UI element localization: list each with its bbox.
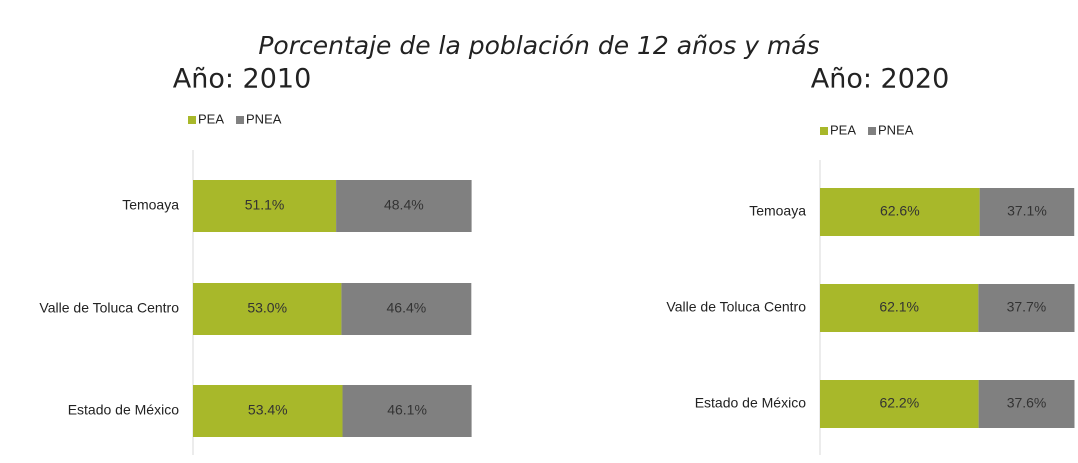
category-label: Estado de México [695, 395, 806, 411]
value-label: 51.1% [245, 197, 285, 213]
value-label: 48.4% [384, 197, 424, 213]
bar-segment [193, 283, 342, 335]
chart-title: Año: 2020 [811, 64, 950, 95]
value-label: 53.0% [247, 300, 287, 316]
bar-segment [342, 385, 472, 437]
legend-label: PNEA [878, 122, 914, 137]
bar-segment [820, 188, 980, 236]
chart-title: Año: 2010 [173, 64, 312, 95]
value-label: 62.6% [880, 203, 920, 219]
bar-segment [979, 188, 1075, 236]
legend-swatch [188, 116, 196, 124]
value-label: 53.4% [248, 402, 288, 418]
bar-segment [193, 180, 337, 232]
bar-segment [978, 284, 1075, 332]
bar-segment [193, 385, 343, 437]
legend-swatch [236, 116, 245, 124]
bar-segment [978, 380, 1075, 428]
value-label: 37.7% [1007, 299, 1047, 315]
bar-segment [341, 283, 472, 335]
bar-segment [336, 180, 472, 232]
value-label: 62.2% [879, 395, 919, 411]
legend-swatch [868, 127, 877, 135]
bar-segment [820, 284, 979, 332]
value-label: 62.1% [879, 299, 919, 315]
value-label: 37.6% [1007, 395, 1047, 411]
category-label: Temoaya [749, 203, 806, 219]
value-label: 46.1% [387, 402, 427, 418]
legend-swatch [820, 127, 828, 135]
main-title: Porcentaje de la población de 12 años y … [258, 31, 819, 60]
legend-label: PEA [830, 122, 856, 137]
category-label: Temoaya [122, 197, 179, 213]
value-label: 37.1% [1007, 203, 1047, 219]
category-label: Valle de Toluca Centro [39, 300, 179, 316]
value-label: 46.4% [387, 300, 427, 316]
legend-label: PNEA [246, 111, 282, 126]
legend-label: PEA [198, 111, 224, 126]
bar-segment [820, 380, 979, 428]
category-label: Estado de México [68, 402, 179, 418]
category-label: Valle de Toluca Centro [666, 299, 806, 315]
